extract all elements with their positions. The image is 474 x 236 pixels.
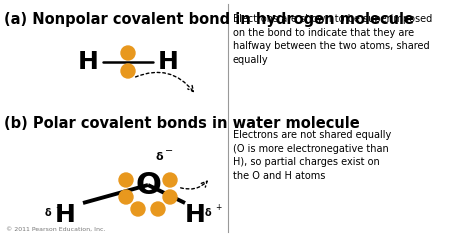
Text: © 2011 Pearson Education, Inc.: © 2011 Pearson Education, Inc. (6, 227, 106, 232)
Text: H: H (184, 203, 205, 227)
Text: δ: δ (205, 208, 211, 218)
Text: Electrons are not shared equally
(O is more electronegative than
H), so partial : Electrons are not shared equally (O is m… (233, 130, 391, 181)
Circle shape (119, 173, 133, 187)
Circle shape (151, 202, 165, 216)
Circle shape (121, 46, 135, 60)
Text: H: H (78, 50, 99, 74)
Circle shape (121, 64, 135, 78)
Text: δ: δ (45, 208, 52, 218)
Circle shape (131, 202, 145, 216)
Text: (a) Nonpolar covalent bond in hydrogen molecule: (a) Nonpolar covalent bond in hydrogen m… (4, 12, 414, 27)
Text: −: − (165, 146, 173, 156)
Text: Electrons are shown to be superimposed
on the bond to indicate that they are
hal: Electrons are shown to be superimposed o… (233, 14, 432, 65)
Circle shape (119, 190, 133, 204)
Text: δ: δ (156, 152, 164, 162)
Circle shape (163, 190, 177, 204)
Text: H: H (55, 203, 75, 227)
Text: +: + (55, 202, 61, 211)
Text: +: + (215, 202, 221, 211)
Text: H: H (157, 50, 178, 74)
Text: (b) Polar covalent bonds in water molecule: (b) Polar covalent bonds in water molecu… (4, 116, 360, 131)
Circle shape (163, 173, 177, 187)
Text: O: O (135, 170, 161, 199)
